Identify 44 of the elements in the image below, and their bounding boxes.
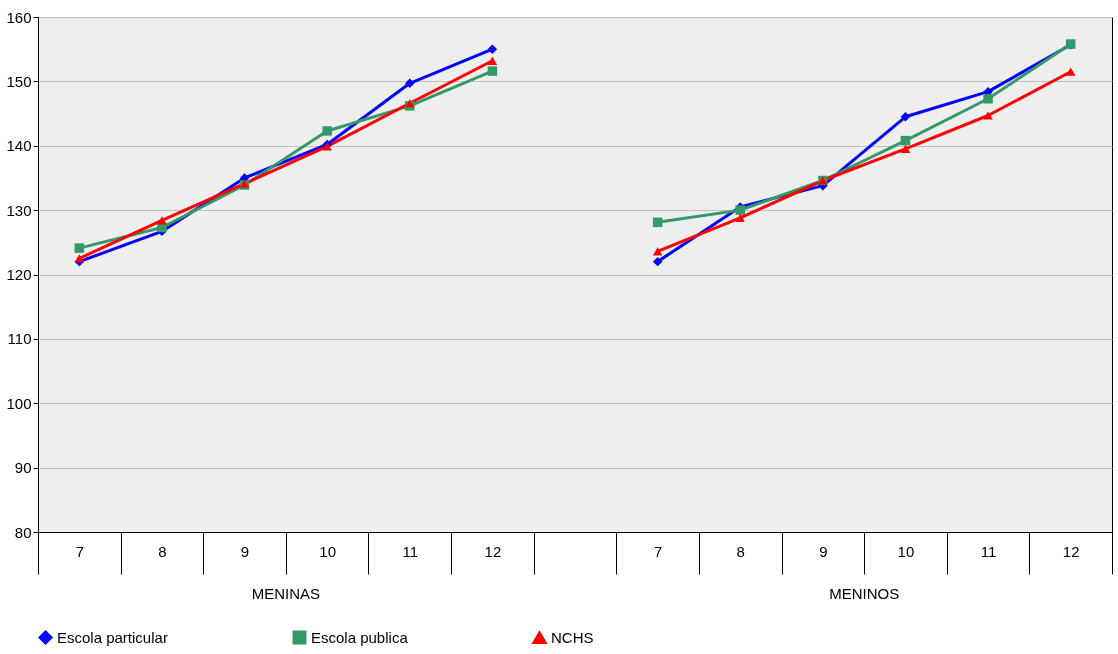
point [1065,67,1076,76]
x-tick-label: 7 [75,542,84,560]
point [487,56,498,65]
x-tick-label: 12 [1062,542,1080,560]
text: MENINOS [829,585,900,602]
x-tick-label: 9 [819,542,828,560]
x-tick-label: 11 [980,542,997,560]
point [983,111,993,120]
x-tick-label: 10 [319,542,336,560]
y-tick-label: 110 [7,330,32,348]
y-tick-label: 120 [6,266,32,283]
y-tick-label: 160 [6,8,32,26]
y-tick-label: 140 [6,137,32,155]
x-tick-label: 10 [897,542,915,560]
point [652,247,663,256]
legend-label: NCHS [551,628,594,646]
x-tick-label: 12 [484,542,502,560]
point [405,78,415,89]
point [487,66,498,76]
point [735,213,745,222]
point [900,112,911,122]
x-tick-label: 8 [158,542,167,560]
y-tick-label: 80 [14,523,32,541]
point [900,144,911,154]
x-tick-label: 11 [402,542,419,560]
y-tick-label: 150 [6,72,32,90]
point [652,256,663,267]
y-tick-label: 90 [14,459,32,477]
text: MENINAS [251,585,321,602]
point [74,254,85,263]
point [900,135,911,146]
x-tick-label: 8 [736,542,745,560]
y-tick-label: 130 [6,201,32,219]
point [157,216,167,225]
point [983,94,993,104]
point [487,44,498,54]
x-tick-label: 7 [653,542,663,560]
point [652,217,663,228]
point [74,243,85,253]
x-tick-label: 9 [240,542,250,560]
legend-label: Escola particular [57,628,168,646]
legend-label: Escola publica [311,628,409,646]
y-tick-label: 100 [6,394,32,412]
point [322,126,332,136]
